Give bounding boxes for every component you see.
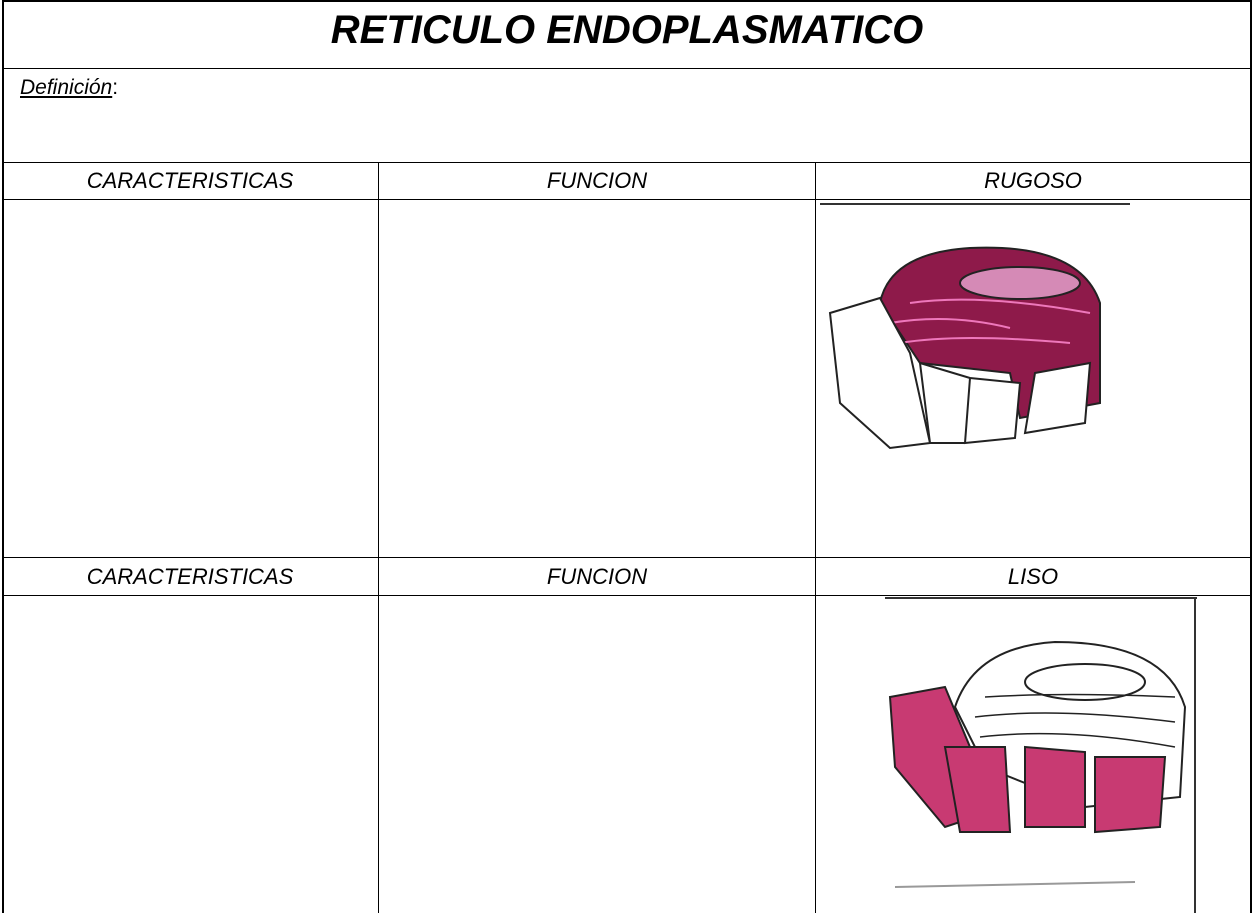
smooth-er-illustration [885,597,1197,913]
column-header: FUNCION [546,564,648,589]
column-header: RUGOSO [984,168,1082,193]
border [2,595,1252,596]
title: RETICULO ENDOPLASMATICO [330,8,924,52]
border [815,162,816,913]
border [2,199,1252,200]
definition-label: Definición [20,76,113,99]
separator: : [112,76,119,99]
column-header: CARACTERISTICAS [86,564,294,589]
border [2,162,1252,163]
border [2,0,1252,2]
border [2,68,1252,69]
column-header: FUNCION [546,168,648,193]
rough-er-illustration [820,203,1130,450]
column-header: CARACTERISTICAS [86,168,294,193]
border [2,557,1252,558]
definition: Definición: [20,76,118,100]
border [378,162,379,913]
column-header: LISO [1007,564,1059,589]
border [1250,0,1252,913]
border [2,0,4,913]
